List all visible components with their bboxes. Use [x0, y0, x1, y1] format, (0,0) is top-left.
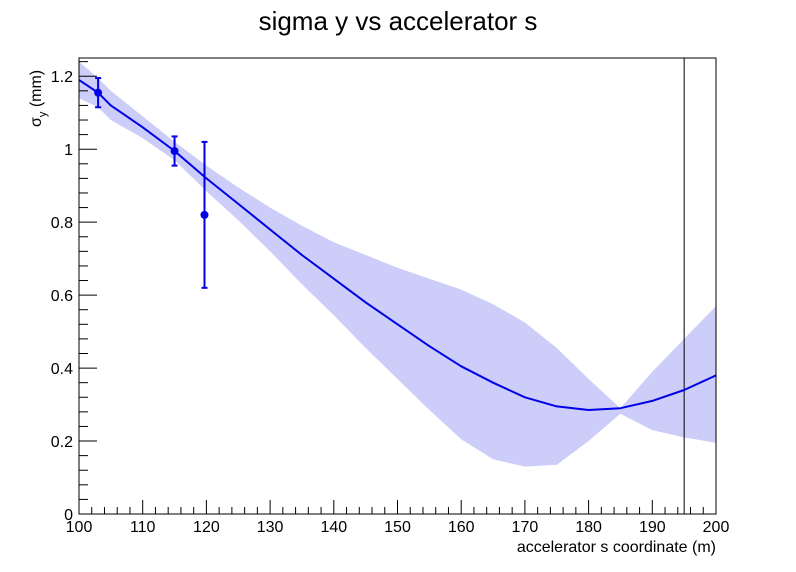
x-tick-label: 130 — [257, 519, 284, 536]
y-tick-label: 1 — [64, 142, 73, 159]
y-axis-label-symbol: σ — [28, 117, 45, 127]
chart-title: sigma y vs accelerator s — [259, 6, 538, 36]
x-tick-label: 120 — [193, 519, 220, 536]
y-tick-label: 0.6 — [51, 288, 73, 305]
x-axis: 100 110 120 130 140 150 160 170 180 190 200 — [66, 500, 730, 536]
x-axis-label: accelerator s coordinate (m) — [517, 539, 716, 556]
y-axis-label-subscript: y — [37, 111, 49, 117]
x-tick-label: 140 — [320, 519, 347, 536]
data-marker — [94, 88, 103, 97]
x-tick-label: 160 — [448, 519, 475, 536]
y-axis-label: σy (mm) — [28, 70, 49, 127]
x-tick-label: 170 — [512, 519, 539, 536]
confidence-band-layer — [79, 61, 716, 467]
x-tick-label: 180 — [575, 519, 602, 536]
y-tick-label: 0.2 — [51, 434, 73, 451]
x-tick-label: 150 — [384, 519, 411, 536]
data-point — [170, 135, 179, 167]
data-marker — [170, 147, 179, 156]
data-marker — [200, 210, 209, 219]
x-tick-label: 100 — [66, 519, 93, 536]
x-tick-label: 110 — [130, 519, 156, 536]
x-tick-label: 190 — [639, 519, 666, 536]
y-tick-label: 0.4 — [51, 361, 73, 378]
data-point — [94, 77, 103, 109]
data-point — [200, 140, 209, 289]
data-points-layer — [94, 77, 209, 289]
x-tick-label: 200 — [703, 519, 730, 536]
y-tick-label: 0.8 — [51, 215, 73, 232]
y-axis: 0 0.2 0.4 0.6 0.8 1 1.2 — [51, 61, 97, 524]
confidence-band — [79, 61, 716, 467]
y-tick-label: 1.2 — [51, 69, 73, 86]
y-axis-label-unit: (mm) — [28, 70, 45, 112]
y-tick-label: 0 — [64, 507, 73, 524]
fit-curve-layer — [78, 79, 717, 411]
fit-curve — [78, 79, 717, 411]
